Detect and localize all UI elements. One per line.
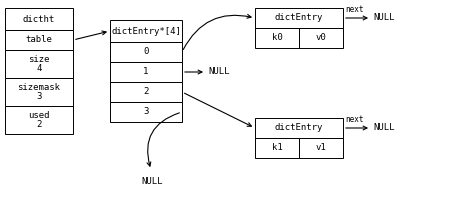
Text: 1: 1 — [143, 67, 149, 77]
Bar — [110, 62, 182, 82]
Bar — [110, 20, 182, 42]
Text: sizemask
3: sizemask 3 — [17, 83, 60, 101]
Bar — [110, 82, 182, 102]
Text: k0: k0 — [271, 33, 282, 43]
Text: next: next — [345, 5, 363, 15]
Text: size
4: size 4 — [28, 55, 50, 73]
Text: v0: v0 — [316, 33, 326, 43]
Text: 2: 2 — [143, 87, 149, 97]
Text: NULL: NULL — [141, 178, 162, 186]
Text: used
2: used 2 — [28, 111, 50, 129]
Text: next: next — [345, 115, 363, 125]
Text: NULL: NULL — [373, 13, 395, 23]
Bar — [255, 138, 299, 158]
Bar — [299, 138, 343, 158]
Bar — [5, 8, 73, 30]
Text: dictht: dictht — [23, 15, 55, 23]
Bar — [299, 28, 343, 48]
Text: 0: 0 — [143, 48, 149, 56]
Bar — [5, 78, 73, 106]
Text: dictEntry: dictEntry — [275, 123, 323, 133]
Bar — [5, 106, 73, 134]
Text: v1: v1 — [316, 143, 326, 153]
Bar — [110, 102, 182, 122]
Bar — [255, 28, 299, 48]
Bar — [110, 42, 182, 62]
Text: NULL: NULL — [373, 123, 395, 133]
Text: dictEntry: dictEntry — [275, 13, 323, 23]
Bar — [255, 118, 343, 138]
Text: 3: 3 — [143, 107, 149, 117]
Text: NULL: NULL — [208, 67, 229, 77]
Bar — [255, 8, 343, 28]
Text: dictEntry*[4]: dictEntry*[4] — [111, 26, 181, 36]
Bar — [5, 50, 73, 78]
Text: k1: k1 — [271, 143, 282, 153]
Text: table: table — [25, 36, 52, 44]
Bar — [5, 30, 73, 50]
